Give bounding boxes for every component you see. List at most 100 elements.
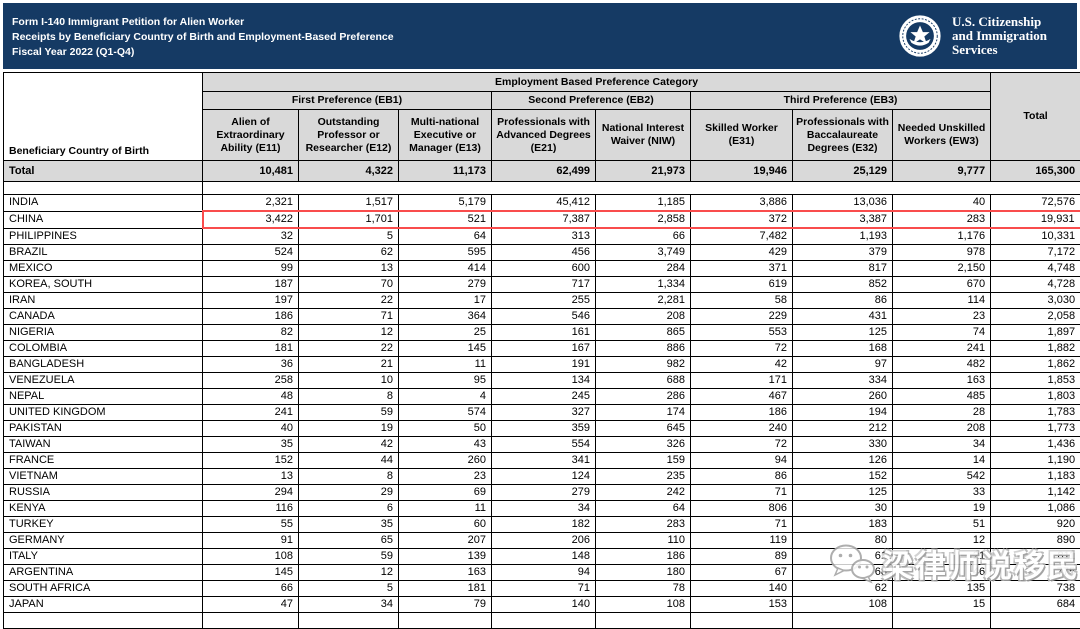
value-cell: 330 bbox=[793, 437, 893, 453]
value-cell: 865 bbox=[596, 325, 691, 341]
value-cell: 574 bbox=[399, 405, 492, 421]
value-cell: 152 bbox=[793, 469, 893, 485]
value-cell: 852 bbox=[793, 277, 893, 293]
value-cell bbox=[399, 613, 492, 629]
value-cell: 920 bbox=[991, 517, 1080, 533]
value-cell: 68 bbox=[793, 565, 893, 581]
eb2-group-header: Second Preference (EB2) bbox=[492, 92, 691, 110]
value-cell: 125 bbox=[793, 485, 893, 501]
value-cell: 22 bbox=[299, 293, 399, 309]
spacer-cell bbox=[4, 182, 203, 195]
value-cell: 79 bbox=[399, 597, 492, 613]
country-cell: ARGENTINA bbox=[4, 565, 203, 581]
value-cell: 19,931 bbox=[991, 211, 1080, 228]
value-cell: 3,749 bbox=[596, 245, 691, 261]
value-cell: 94 bbox=[691, 453, 793, 469]
total-value-cell: 25,129 bbox=[793, 161, 893, 182]
value-cell: 78 bbox=[596, 581, 691, 597]
value-cell: 86 bbox=[793, 293, 893, 309]
value-cell: 95 bbox=[399, 373, 492, 389]
value-cell: 145 bbox=[203, 565, 299, 581]
value-cell: 600 bbox=[492, 261, 596, 277]
value-cell: 294 bbox=[203, 485, 299, 501]
value-cell: 191 bbox=[492, 357, 596, 373]
value-cell: 33 bbox=[893, 485, 991, 501]
value-cell: 286 bbox=[596, 389, 691, 405]
value-cell: 125 bbox=[793, 325, 893, 341]
value-cell: 379 bbox=[793, 245, 893, 261]
value-cell: 12 bbox=[299, 565, 399, 581]
value-cell: 3,422 bbox=[203, 211, 299, 228]
value-cell bbox=[492, 613, 596, 629]
total-row: Total 10,481 4,322 11,173 62,499 21,973 … bbox=[4, 161, 1080, 182]
value-cell: 5 bbox=[299, 228, 399, 245]
value-cell: 126 bbox=[793, 453, 893, 469]
value-cell: 11 bbox=[399, 501, 492, 517]
value-cell: 67 bbox=[691, 565, 793, 581]
value-cell: 152 bbox=[203, 453, 299, 469]
value-cell: 74 bbox=[893, 325, 991, 341]
value-cell: 187 bbox=[203, 277, 299, 293]
value-cell: 71 bbox=[691, 485, 793, 501]
country-cell: TURKEY bbox=[4, 517, 203, 533]
value-cell: 94 bbox=[492, 565, 596, 581]
value-cell: 194 bbox=[793, 405, 893, 421]
value-cell: 206 bbox=[492, 533, 596, 549]
value-cell: 82 bbox=[203, 325, 299, 341]
value-cell: 3,387 bbox=[793, 211, 893, 228]
eb3-group-header: Third Preference (EB3) bbox=[691, 92, 991, 110]
report-title-line-1: Form I-140 Immigrant Petition for Alien … bbox=[12, 15, 394, 30]
value-cell: 1,897 bbox=[991, 325, 1080, 341]
value-cell: 48 bbox=[203, 389, 299, 405]
column-header-e21: Professionals with Advanced Degrees (E21… bbox=[492, 110, 596, 161]
value-cell: 55 bbox=[203, 517, 299, 533]
value-cell: 72,576 bbox=[991, 195, 1080, 212]
value-cell: 7,172 bbox=[991, 245, 1080, 261]
value-cell: 467 bbox=[691, 389, 793, 405]
value-cell: 284 bbox=[596, 261, 691, 277]
value-cell: 456 bbox=[492, 245, 596, 261]
value-cell bbox=[893, 613, 991, 629]
value-cell: 23 bbox=[399, 469, 492, 485]
country-cell: CHINA bbox=[4, 211, 203, 228]
value-cell: 5,179 bbox=[399, 195, 492, 212]
value-cell: 13,036 bbox=[793, 195, 893, 212]
value-cell: 153 bbox=[691, 597, 793, 613]
value-cell: 1,176 bbox=[893, 228, 991, 245]
column-header-niw: National Interest Waiver (NIW) bbox=[596, 110, 691, 161]
value-cell: 359 bbox=[492, 421, 596, 437]
value-cell: 313 bbox=[492, 228, 596, 245]
value-cell: 140 bbox=[492, 597, 596, 613]
country-cell: UNITED KINGDOM bbox=[4, 405, 203, 421]
value-cell: 46 bbox=[893, 565, 991, 581]
country-cell: GERMANY bbox=[4, 533, 203, 549]
value-cell: 283 bbox=[596, 517, 691, 533]
value-cell: 240 bbox=[691, 421, 793, 437]
total-column-header: Total bbox=[991, 73, 1080, 161]
value-cell: 327 bbox=[492, 405, 596, 421]
value-cell: 80 bbox=[793, 533, 893, 549]
value-cell: 21 bbox=[893, 549, 991, 565]
uscis-logo-line-3: Services bbox=[952, 43, 1047, 57]
column-header-e13: Multi-national Executive or Manager (E13… bbox=[399, 110, 492, 161]
value-cell: 1,517 bbox=[299, 195, 399, 212]
country-cell: KENYA bbox=[4, 501, 203, 517]
total-value-cell: 11,173 bbox=[399, 161, 492, 182]
value-cell: 978 bbox=[893, 245, 991, 261]
total-value-cell: 9,777 bbox=[893, 161, 991, 182]
value-cell: 17 bbox=[399, 293, 492, 309]
value-cell: 70 bbox=[299, 277, 399, 293]
value-cell: 554 bbox=[492, 437, 596, 453]
value-cell: 148 bbox=[492, 549, 596, 565]
value-cell: 3,030 bbox=[991, 293, 1080, 309]
value-cell: 108 bbox=[793, 597, 893, 613]
total-value-cell: 10,481 bbox=[203, 161, 299, 182]
value-cell: 241 bbox=[893, 341, 991, 357]
value-cell: 64 bbox=[399, 228, 492, 245]
